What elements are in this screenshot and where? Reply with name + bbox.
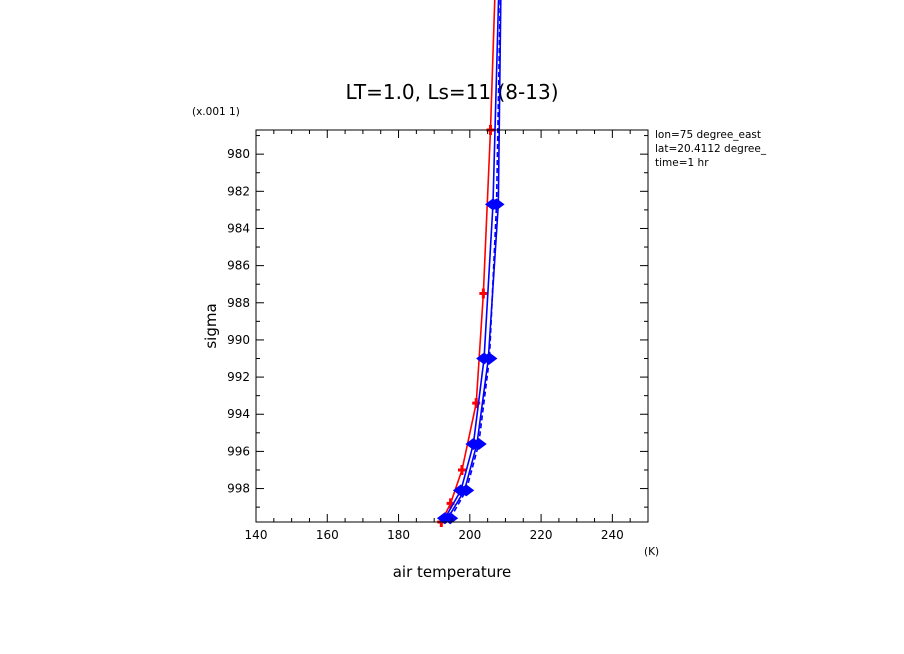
x-tick-label: 160	[316, 528, 339, 542]
y-tick-label: 982	[227, 184, 250, 198]
x-unit-label: (K)	[644, 546, 659, 558]
y-axis: 980 982 984 986 988 990 992 994 996 998	[227, 135, 648, 508]
x-tick-label: 240	[601, 528, 624, 542]
y-axis-title: sigma	[202, 303, 220, 348]
chart-title: LT=1.0, Ls=11 (8-13)	[345, 80, 558, 104]
y-tick-label: 992	[227, 370, 250, 384]
y-tick-label: 980	[227, 147, 250, 161]
series-3	[447, 0, 502, 519]
data-point	[481, 352, 498, 365]
annotations: lon=75 degree_east lat=20.4112 degree_ t…	[655, 129, 767, 169]
data-point	[442, 512, 459, 525]
x-tick-label: 220	[530, 528, 553, 542]
series-2	[442, 0, 505, 525]
y-tick-label: 990	[227, 333, 250, 347]
y-scale-note: (x.001 1)	[192, 106, 240, 118]
x-tick-label: 200	[458, 528, 481, 542]
annotation-lon: lon=75 degree_east	[655, 129, 761, 141]
x-axis-title: air temperature	[393, 563, 512, 581]
x-tick-label: 180	[387, 528, 410, 542]
y-tick-label: 996	[227, 444, 250, 458]
data-point	[479, 288, 488, 299]
annotation-time: time=1 hr	[655, 157, 709, 169]
y-tick-label: 984	[227, 221, 250, 235]
series-line	[447, 0, 502, 519]
data-point	[488, 198, 505, 211]
y-tick-label: 986	[227, 259, 250, 273]
y-tick-label: 994	[227, 407, 250, 421]
y-tick-label: 998	[227, 482, 250, 496]
data-point	[470, 437, 487, 450]
y-tick-label: 988	[227, 296, 250, 310]
plot-frame	[255, 129, 649, 523]
x-axis: 140 160 180 200 220 240	[245, 130, 649, 542]
data-point	[457, 464, 466, 475]
x-tick-label: 140	[245, 528, 268, 542]
annotation-lat: lat=20.4112 degree_	[655, 143, 767, 155]
